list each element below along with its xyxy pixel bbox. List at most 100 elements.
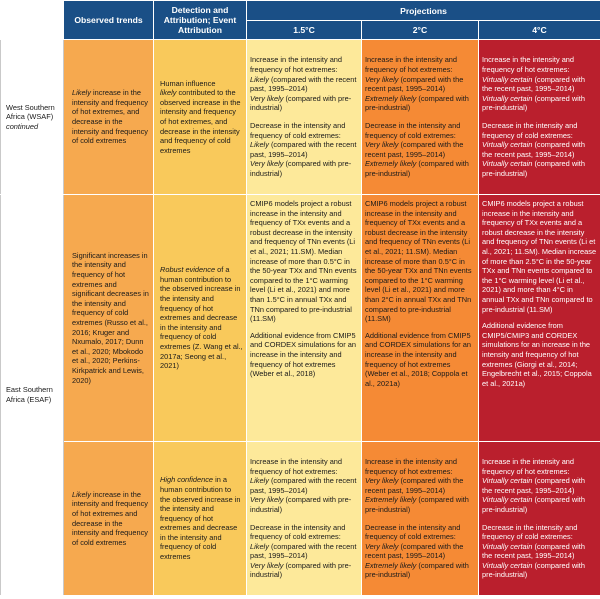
- esaf-4c-hot-likelihood-2: Virtually certain: [482, 495, 533, 505]
- esaf-4c-hot-ref-1: (compared with the recent past, 1995–201…: [482, 476, 585, 495]
- corner-cell: [0, 0, 64, 40]
- wsaf-detection: Human influence likely contributed to th…: [153, 39, 247, 195]
- esaf-4c-hot-ref-2: (compared with pre-industrial): [482, 495, 585, 514]
- esaf-2c-hot: Increase in the intensity and frequency …: [365, 457, 475, 515]
- wsaf-1-5c-hot-ref-2: (compared with pre-industrial): [250, 93, 352, 113]
- wsaf-4c-hot-likelihood-1: Virtually certain: [482, 74, 533, 84]
- wsaf-1-5c-cold-ref-2: (compared with pre-industrial): [250, 159, 352, 178]
- esaf-detection-2: High confidence in a human contribution …: [153, 441, 247, 596]
- region-esaf: East Southern Africa (ESAF): [0, 194, 64, 596]
- esaf-1-5c-cold-ref-2: (compared with pre-industrial): [250, 560, 352, 580]
- region-wsaf: West Southern Africa (WSAF) continued: [0, 39, 64, 195]
- wsaf-1-5c-cold-likelihood-1: Likely: [250, 140, 269, 150]
- esaf-2c-cold: Decrease in the intensity and frequency …: [365, 523, 475, 581]
- esaf-det1-likelihood: Robust evidence: [160, 265, 216, 275]
- esaf-1-5c-hot: Increase in the intensity and frequency …: [250, 457, 358, 515]
- wsaf-1-5c-cold-likelihood-2: Very likely: [250, 159, 284, 169]
- wsaf-2c-hot-ref-2: (compared with pre-industrial): [365, 93, 469, 113]
- esaf-4c-cold: Decrease in the intensity and frequency …: [482, 523, 597, 581]
- esaf-obs2-likelihood: Likely: [72, 489, 91, 499]
- esaf-1-5c-cmip6: CMIP6 models project a robust increase i…: [250, 199, 357, 324]
- esaf-1-5c-cold-likelihood-1: Likely: [250, 541, 269, 551]
- esaf-1-5c-additional: Additional evidence from CMIP5 and CORDE…: [250, 330, 356, 379]
- esaf-4c-cold-ref-1: (compared with the recent past, 1995–201…: [482, 541, 585, 561]
- region-wsaf-continued: continued: [6, 121, 39, 131]
- wsaf-1-5c-hot-ref-1: (compared with the recent past, 1995–201…: [250, 74, 357, 94]
- esaf-4c-cmip6: CMIP6 models project a robust increase i…: [482, 199, 597, 314]
- esaf-det1-text: of a human contribution to the observed …: [160, 265, 243, 371]
- esaf-det2-likelihood: High confidence: [160, 475, 214, 485]
- wsaf-4c-hot: Increase in the intensity and frequency …: [482, 55, 597, 113]
- wsaf-4c-hot-ref-1: (compared with the recent past, 1995–201…: [482, 74, 585, 94]
- esaf-1-5c-hot-likelihood-2: Very likely: [250, 495, 284, 505]
- esaf-1-5c-hot-ref-2: (compared with pre-industrial): [250, 495, 352, 514]
- esaf-2c-2: Increase in the intensity and frequency …: [361, 441, 479, 596]
- header-1-5c: 1.5°C: [246, 20, 362, 40]
- wsaf-2c-cold-likelihood-1: Very likely: [365, 140, 399, 150]
- wsaf-4c-cold-likelihood-2: Virtually certain: [482, 159, 533, 169]
- row-wsaf: West Southern Africa (WSAF) continued Li…: [0, 39, 600, 195]
- esaf-1-5c-hot-ref-1: (compared with the recent past, 1995–201…: [250, 476, 357, 495]
- wsaf-2c-cold-ref-2: (compared with pre-industrial): [365, 159, 469, 178]
- wsaf-1-5c-cold-ref-1: (compared with the recent past, 1995–201…: [250, 140, 357, 159]
- wsaf-obs-text: increase in the intensity and frequency …: [72, 88, 149, 146]
- esaf-2c-hot-ref-2: (compared with pre-industrial): [365, 495, 469, 514]
- esaf-4c-hot: Increase in the intensity and frequency …: [482, 457, 597, 515]
- esaf-1-5c-cold-heading: Decrease in the intensity and frequency …: [250, 522, 346, 542]
- wsaf-4c-cold-ref-1: (compared with the recent past, 1995–201…: [482, 140, 585, 159]
- esaf-obs2-text: increase in the intensity and frequency …: [72, 489, 149, 547]
- wsaf-1-5c: Increase in the intensity and frequency …: [246, 39, 362, 195]
- esaf-1-5c-cold-likelihood-2: Very likely: [250, 560, 284, 570]
- row-esaf-2: Likely increase in the intensity and fre…: [1, 441, 600, 596]
- wsaf-1-5c-hot: Increase in the intensity and frequency …: [250, 55, 358, 113]
- esaf-det2-text: in a human contribution to the observed …: [160, 475, 241, 562]
- wsaf-4c: Increase in the intensity and frequency …: [477, 39, 600, 195]
- wsaf-4c-cold-ref-2: (compared with pre-industrial): [482, 159, 585, 178]
- esaf-observed-1: Significant increases in the intensity a…: [63, 194, 154, 442]
- wsaf-1-5c-cold-heading: Decrease in the intensity and frequency …: [250, 121, 346, 140]
- esaf-1-5c-cold-ref-1: (compared with the recent past, 1995–201…: [250, 541, 357, 561]
- region-esaf-name: East Southern Africa (ESAF): [6, 385, 53, 404]
- esaf-4c-cold-likelihood-2: Virtually certain: [482, 560, 533, 570]
- wsaf-det-text-1: Human influence: [160, 78, 216, 88]
- wsaf-observed: Likely increase in the intensity and fre…: [63, 39, 154, 195]
- esaf-4c-hot-heading: Increase in the intensity and frequency …: [482, 456, 575, 476]
- esaf-2c-cmip6: CMIP6 models project a robust increase i…: [365, 199, 472, 324]
- wsaf-obs-likelihood: Likely: [72, 88, 91, 98]
- esaf-4c-cold-heading: Decrease in the intensity and frequency …: [482, 522, 578, 542]
- esaf-2c-hot-heading: Increase in the intensity and frequency …: [365, 456, 458, 476]
- wsaf-1-5c-cold: Decrease in the intensity and frequency …: [250, 121, 358, 179]
- wsaf-2c-hot-likelihood-2: Extremely likely: [365, 93, 417, 103]
- esaf-1-5c-1: CMIP6 models project a robust increase i…: [246, 194, 362, 442]
- wsaf-4c-hot-ref-2: (compared with pre-industrial): [482, 93, 585, 113]
- esaf-2c-cold-likelihood-2: Extremely likely: [365, 560, 417, 570]
- wsaf-2c: Increase in the intensity and frequency …: [361, 39, 479, 195]
- esaf-1-5c-hot-heading: Increase in the intensity and frequency …: [250, 456, 343, 476]
- esaf-1-5c-cold: Decrease in the intensity and frequency …: [250, 523, 358, 581]
- header-4c: 4°C: [477, 20, 600, 40]
- esaf-4c-1: CMIP6 models project a robust increase i…: [477, 194, 600, 442]
- esaf-1-5c-hot-likelihood-1: Likely: [250, 476, 269, 486]
- wsaf-2c-cold: Decrease in the intensity and frequency …: [365, 121, 475, 179]
- header-observed: Observed trends: [63, 0, 154, 40]
- esaf-2c-cold-ref-2: (compared with pre-industrial): [365, 560, 469, 580]
- esaf-observed-2: Likely increase in the intensity and fre…: [63, 441, 154, 596]
- wsaf-2c-cold-heading: Decrease in the intensity and frequency …: [365, 121, 461, 140]
- esaf-2c-hot-likelihood-2: Extremely likely: [365, 495, 417, 505]
- header-projections: Projections: [245, 0, 600, 21]
- esaf-4c-additional: Additional evidence from CMIP5/CMIP3 and…: [482, 321, 592, 388]
- header-detection: Detection and Attribution; Event Attribu…: [153, 0, 247, 40]
- esaf-2c-cold-heading: Decrease in the intensity and frequency …: [365, 522, 461, 542]
- wsaf-2c-cold-ref-1: (compared with the recent past, 1995–201…: [365, 140, 464, 159]
- esaf-2c-additional: Additional evidence from CMIP5 and CORDE…: [365, 330, 471, 388]
- wsaf-4c-cold-heading: Decrease in the intensity and frequency …: [482, 121, 578, 140]
- esaf-4c-cold-likelihood-1: Virtually certain: [482, 541, 533, 551]
- wsaf-4c-hot-heading: Increase in the intensity and frequency …: [482, 55, 575, 75]
- esaf-2c-cold-likelihood-1: Very likely: [365, 541, 399, 551]
- wsaf-2c-hot-ref-1: (compared with the recent past, 1995–201…: [365, 74, 464, 94]
- wsaf-2c-cold-likelihood-2: Extremely likely: [365, 159, 417, 169]
- wsaf-det-likelihood: likely: [160, 88, 177, 98]
- header-2c: 2°C: [361, 20, 479, 40]
- wsaf-4c-cold-likelihood-1: Virtually certain: [482, 140, 533, 150]
